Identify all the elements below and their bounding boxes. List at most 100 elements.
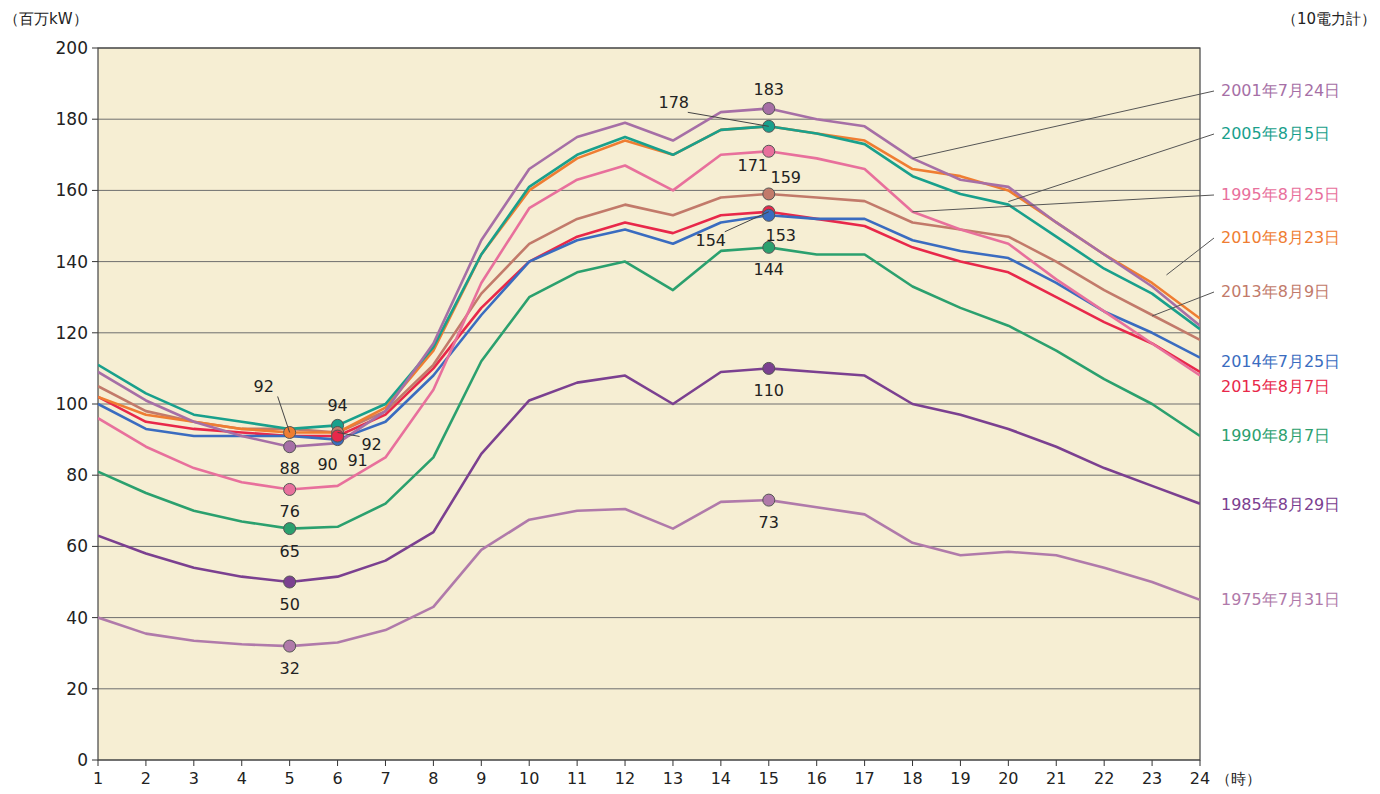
y-tick: [92, 119, 98, 120]
y-tick: [92, 475, 98, 476]
x-tick-label: 8: [428, 769, 438, 788]
x-tick: [385, 760, 386, 766]
legend-label: 1975年7月31日: [1221, 590, 1340, 609]
legend-leader: [913, 195, 1214, 212]
annotation-dot: [763, 103, 775, 115]
legend-leader: [1152, 292, 1214, 316]
annotation-text: 92: [253, 377, 273, 396]
series-line: [98, 194, 1200, 433]
y-tick-label: 200: [56, 38, 88, 58]
annotation-dots: [284, 103, 775, 653]
x-tick: [433, 760, 434, 766]
annotation-text: 50: [279, 595, 299, 614]
x-tick: [960, 760, 961, 766]
x-tick-label: 6: [332, 769, 342, 788]
y-tick-label: 120: [56, 323, 88, 343]
x-tick: [912, 760, 913, 766]
y-tick-label: 0: [77, 750, 88, 770]
x-tick: [241, 760, 242, 766]
y-tick: [92, 48, 98, 49]
x-tick: [1152, 760, 1153, 766]
annotation-text: 171: [738, 156, 769, 175]
x-tick-label: 20: [998, 769, 1018, 788]
x-tick: [625, 760, 626, 766]
y-tick: [92, 617, 98, 618]
x-tick: [289, 760, 290, 766]
legend-label: 2010年8月23日: [1221, 228, 1340, 247]
x-tick-label: 9: [476, 769, 486, 788]
series-line: [98, 109, 1200, 447]
legend-label: 2013年8月9日: [1221, 282, 1330, 301]
annotation-text: 88: [279, 459, 299, 478]
y-tick: [92, 190, 98, 191]
annotation-text: 91: [347, 451, 367, 470]
x-tick-label: 17: [854, 769, 874, 788]
plot-frame: [98, 48, 1200, 760]
legend-leader: [1008, 134, 1214, 202]
y-tick: [92, 261, 98, 262]
annotation-text: 32: [279, 659, 299, 678]
x-tick: [145, 760, 146, 766]
x-tick: [1104, 760, 1105, 766]
y-tick-label: 20: [66, 679, 88, 699]
legend-label: 1990年8月7日: [1221, 426, 1330, 445]
legend-label: 2014年7月25日: [1221, 352, 1340, 371]
legend-label: 2015年8月7日: [1221, 377, 1330, 396]
y-tick: [92, 688, 98, 689]
annotation-dot: [284, 441, 296, 453]
annotation-dot: [284, 576, 296, 588]
annotation-text: 90: [317, 455, 337, 474]
chart-svg: 0204060801001201401601802001234567891011…: [0, 0, 1380, 794]
annotation-dot: [332, 430, 344, 442]
grid-line: [98, 546, 1200, 547]
x-tick: [1200, 760, 1201, 766]
chart-container: 0204060801001201401601802001234567891011…: [0, 0, 1380, 794]
annotation-dot: [284, 483, 296, 495]
annotation-dot: [763, 362, 775, 374]
subtitle: （10電力計）: [1282, 10, 1376, 28]
x-tick-label: 18: [902, 769, 922, 788]
x-tick-label: 5: [285, 769, 295, 788]
annotation-text: 183: [754, 80, 785, 99]
x-tick-label: 23: [1142, 769, 1162, 788]
annotation-text: 159: [771, 168, 802, 187]
series-line: [98, 368, 1200, 582]
grid-line: [98, 119, 1200, 120]
legend-label: 2005年8月5日: [1221, 124, 1330, 143]
y-tick-label: 140: [56, 252, 88, 272]
x-tick-label: 12: [615, 769, 635, 788]
x-tick-label: 11: [567, 769, 587, 788]
x-tick-label: 2: [141, 769, 151, 788]
annotation-dot: [763, 188, 775, 200]
annotation-text: 110: [754, 381, 785, 400]
x-axis-label: （時）: [1216, 770, 1261, 788]
x-tick-label: 24: [1190, 769, 1210, 788]
x-tick-label: 22: [1094, 769, 1114, 788]
x-tick: [481, 760, 482, 766]
annotation-leader: [725, 212, 769, 232]
x-tick-label: 7: [380, 769, 390, 788]
x-tick-label: 19: [950, 769, 970, 788]
x-tick: [816, 760, 817, 766]
annotation-leader: [278, 396, 290, 432]
annotation-dot: [284, 640, 296, 652]
y-tick-label: 160: [56, 180, 88, 200]
x-tick: [1056, 760, 1057, 766]
annotation-text: 153: [766, 226, 797, 245]
annotation-dot: [763, 209, 775, 221]
annotation-dot: [284, 523, 296, 535]
x-tick-label: 3: [189, 769, 199, 788]
annotation-text: 65: [279, 542, 299, 561]
y-tick: [92, 546, 98, 547]
x-tick-label: 14: [711, 769, 731, 788]
series-line: [98, 126, 1200, 432]
x-tick-label: 10: [519, 769, 539, 788]
x-tick: [193, 760, 194, 766]
x-tick: [98, 760, 99, 766]
annotation-leader: [688, 112, 769, 126]
annotation-leader: [338, 432, 360, 436]
x-tick: [720, 760, 721, 766]
annotation-dot: [763, 120, 775, 132]
series-line: [98, 126, 1200, 429]
x-tick: [529, 760, 530, 766]
